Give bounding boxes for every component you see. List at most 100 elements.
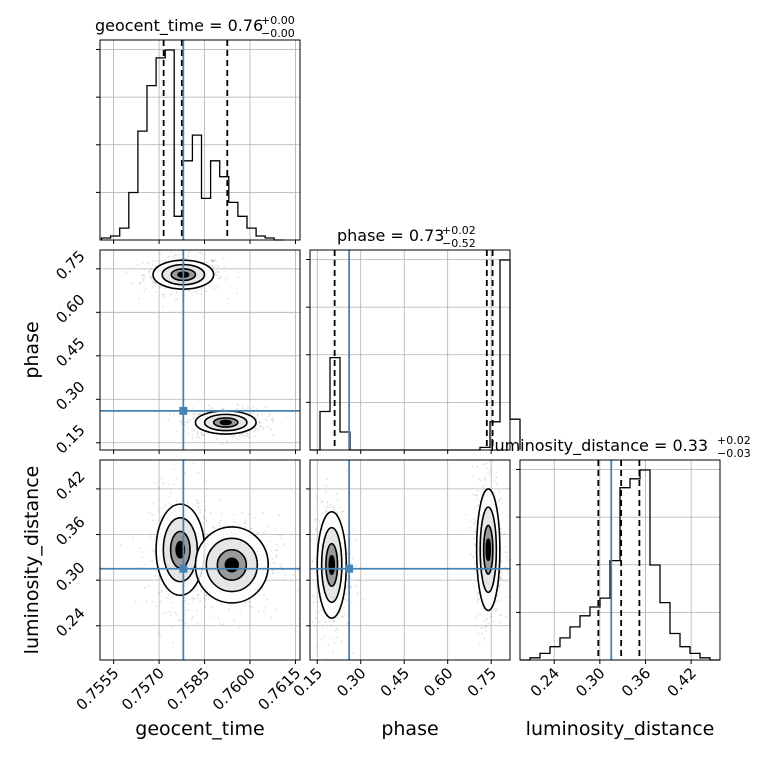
sample-point <box>484 625 487 628</box>
sample-point <box>499 599 502 602</box>
sample-point <box>191 596 194 599</box>
tick-label-x: 0.7555 <box>73 664 123 714</box>
xlabel-phase: phase <box>381 718 438 740</box>
sample-point <box>154 282 157 284</box>
sample-point <box>218 276 221 279</box>
sample-point <box>154 281 156 284</box>
sample-point <box>197 500 200 503</box>
sample-point <box>195 499 198 502</box>
sample-point <box>256 415 259 417</box>
sample-point <box>476 466 479 468</box>
sample-point <box>222 408 225 411</box>
sample-point <box>465 513 467 516</box>
sample-point <box>159 261 162 264</box>
tick-label-x: 0.36 <box>618 664 654 700</box>
sample-point <box>233 434 236 437</box>
sample-point <box>475 520 478 523</box>
sample-point <box>506 572 509 574</box>
sample-point <box>211 606 214 609</box>
sample-point <box>333 508 336 511</box>
sample-point <box>350 586 353 589</box>
sample-point <box>196 622 199 625</box>
sample-point <box>173 257 176 260</box>
sample-point <box>203 516 205 519</box>
sample-point <box>257 531 260 534</box>
sample-point <box>495 482 498 485</box>
sample-point <box>244 522 247 525</box>
sample-point <box>333 641 335 644</box>
sample-point <box>313 596 316 599</box>
sample-point <box>505 581 508 583</box>
sample-point <box>315 530 318 532</box>
sample-point <box>188 250 191 253</box>
sample-point <box>113 262 116 265</box>
sample-point <box>278 514 281 517</box>
sample-point <box>498 585 500 588</box>
sample-point <box>157 487 160 489</box>
sample-point <box>275 554 278 557</box>
sample-point <box>354 585 357 587</box>
sample-point <box>319 524 322 526</box>
sample-point <box>150 276 153 279</box>
xlabel-luminosity-distance: luminosity_distance <box>526 718 715 740</box>
sample-point <box>341 510 343 513</box>
sample-point <box>155 259 158 262</box>
sample-point <box>209 615 212 618</box>
sample-point <box>224 279 227 281</box>
sample-point <box>173 468 175 471</box>
sample-point <box>187 502 189 505</box>
tick-label-y: 0.75 <box>52 247 88 283</box>
sample-point <box>479 613 482 616</box>
sample-point <box>321 501 323 503</box>
sample-point <box>244 519 247 522</box>
sample-point <box>499 577 502 580</box>
sample-point <box>326 501 329 504</box>
xlabel-geocent-time: geocent_time <box>135 718 264 740</box>
sample-point <box>274 562 277 565</box>
sample-point <box>197 433 199 436</box>
sample-point <box>497 600 499 603</box>
sample-point <box>292 574 295 577</box>
sample-point <box>197 507 200 509</box>
sample-point <box>187 432 190 435</box>
tick-label-x: 0.30 <box>572 664 608 700</box>
sample-point <box>485 626 488 628</box>
tick-label-y: 0.42 <box>52 467 88 503</box>
sample-point <box>336 617 339 620</box>
sample-point <box>314 519 316 522</box>
sample-point <box>175 254 177 257</box>
sample-point <box>277 534 280 536</box>
sample-point <box>249 605 251 608</box>
sample-point <box>266 598 269 600</box>
title-phase-minus: −0.52 <box>442 237 476 250</box>
sample-point <box>476 591 479 594</box>
sample-point <box>195 585 198 588</box>
sample-point <box>336 628 339 631</box>
sample-point <box>335 492 338 495</box>
sample-point <box>226 439 228 442</box>
sample-point <box>270 549 273 552</box>
sample-point <box>191 412 194 415</box>
sample-point <box>493 479 495 482</box>
sample-point <box>212 260 214 263</box>
sample-point <box>328 621 331 623</box>
sample-point <box>205 261 208 264</box>
sample-point <box>253 427 256 430</box>
sample-point <box>198 437 201 439</box>
sample-point <box>494 607 496 610</box>
sample-point <box>215 438 218 441</box>
sample-point <box>343 606 345 609</box>
sample-point <box>269 540 271 543</box>
sample-point <box>254 517 256 520</box>
sample-point <box>202 522 205 525</box>
sample-point <box>484 619 487 622</box>
sample-point <box>132 537 135 539</box>
sample-point <box>262 428 264 431</box>
sample-point <box>226 297 229 300</box>
sample-point <box>271 420 274 423</box>
sample-point <box>475 616 478 619</box>
sample-point <box>154 575 157 577</box>
sample-point <box>258 422 261 424</box>
sample-point <box>496 608 499 611</box>
sample-point <box>190 618 193 620</box>
